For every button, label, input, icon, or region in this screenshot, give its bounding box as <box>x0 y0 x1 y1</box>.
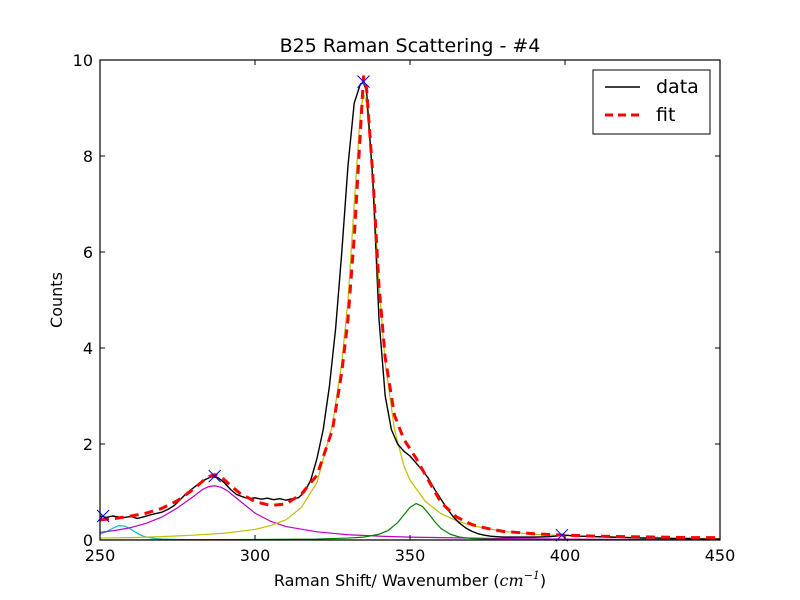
x-axis-label: Raman Shift/ Wavenumber (cm−1) <box>274 569 546 590</box>
x-tick-label: 250 <box>85 546 116 565</box>
legend-box <box>592 69 711 135</box>
peak-marker <box>96 509 110 523</box>
peak-marker <box>357 75 370 88</box>
peak-marker <box>555 528 569 542</box>
legend-label-fit: fit <box>656 104 675 126</box>
x-axis-ticks: 250 300 350 400 450 <box>85 60 736 565</box>
y-tick-label: 4 <box>83 339 93 358</box>
y-axis-label: Counts <box>47 272 66 328</box>
y-tick-label: 8 <box>83 147 93 166</box>
series-layer <box>100 75 720 540</box>
peak-marker-layer <box>96 75 569 542</box>
component-3-line <box>100 485 720 540</box>
peak-marker <box>208 469 222 483</box>
y-tick-label: 2 <box>83 435 93 454</box>
series-data-line <box>100 82 720 540</box>
x-tick-label: 300 <box>240 546 271 565</box>
legend: data fit <box>592 69 711 135</box>
x-tick-label: 400 <box>550 546 581 565</box>
chart-title: B25 Raman Scattering - #4 <box>280 35 541 57</box>
y-axis-ticks: 0 2 4 6 8 10 <box>73 51 720 550</box>
component-5-line <box>100 502 720 540</box>
legend-label-data: data <box>656 76 699 98</box>
x-tick-label: 350 <box>395 546 426 565</box>
x-tick-label: 450 <box>705 546 736 565</box>
series-fit-line <box>100 75 720 540</box>
y-tick-label: 0 <box>83 531 93 550</box>
y-tick-label: 6 <box>83 243 93 262</box>
y-tick-label: 10 <box>73 51 93 70</box>
